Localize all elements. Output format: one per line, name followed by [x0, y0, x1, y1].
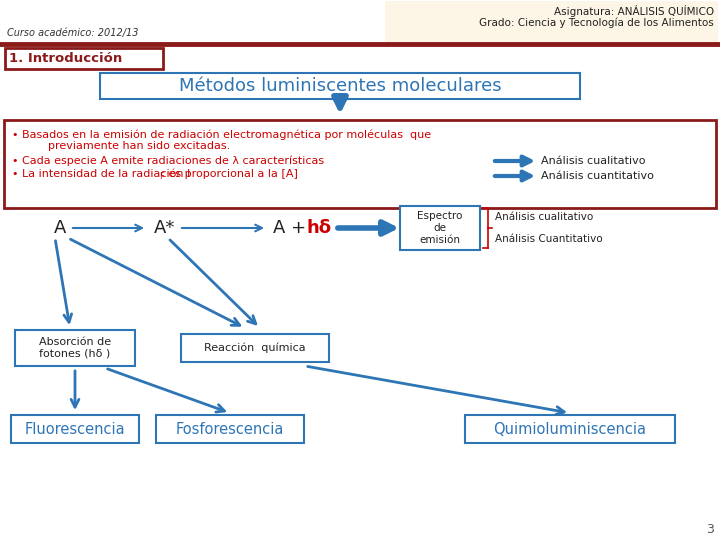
Text: Espectro
de
emisión: Espectro de emisión: [418, 211, 463, 245]
Text: hδ: hδ: [307, 219, 332, 237]
Text: • La intensidad de la radiación I: • La intensidad de la radiación I: [12, 169, 190, 179]
Text: 1. Introducción: 1. Introducción: [9, 52, 122, 65]
Text: Fosforescencia: Fosforescencia: [176, 422, 284, 436]
FancyBboxPatch shape: [15, 330, 135, 366]
FancyBboxPatch shape: [465, 415, 675, 443]
Text: es proporcional a la [A]: es proporcional a la [A]: [165, 169, 298, 179]
FancyBboxPatch shape: [4, 120, 716, 208]
Text: • Cada especie A emite radiaciones de λ características: • Cada especie A emite radiaciones de λ …: [12, 155, 324, 165]
Text: Análisis cuantitativo: Análisis cuantitativo: [541, 171, 654, 181]
Text: Análisis cualitativo: Análisis cualitativo: [541, 156, 646, 166]
FancyBboxPatch shape: [156, 415, 304, 443]
Text: • Basados en la emisión de radiación electromagnética por moléculas  que: • Basados en la emisión de radiación ele…: [12, 129, 431, 139]
Text: Curso académico: 2012/13: Curso académico: 2012/13: [7, 28, 138, 38]
Text: Métodos luminiscentes moleculares: Métodos luminiscentes moleculares: [179, 77, 501, 95]
Text: Absorción de
fotones (hδ ): Absorción de fotones (hδ ): [39, 337, 111, 359]
FancyBboxPatch shape: [100, 73, 580, 99]
Text: Reacción  química: Reacción química: [204, 343, 306, 353]
Text: previamente han sido excitadas.: previamente han sido excitadas.: [48, 141, 230, 151]
FancyBboxPatch shape: [400, 206, 480, 250]
Text: F: F: [159, 172, 164, 181]
Text: Análisis Cuantitativo: Análisis Cuantitativo: [495, 234, 603, 244]
FancyBboxPatch shape: [5, 48, 163, 69]
Text: Fluorescencia: Fluorescencia: [24, 422, 125, 436]
FancyBboxPatch shape: [11, 415, 139, 443]
Text: A: A: [54, 219, 66, 237]
Text: Grado: Ciencia y Tecnología de los Alimentos: Grado: Ciencia y Tecnología de los Alime…: [480, 18, 714, 29]
Text: Análisis cualitativo: Análisis cualitativo: [495, 212, 593, 222]
Text: A +: A +: [273, 219, 312, 237]
FancyBboxPatch shape: [181, 334, 329, 362]
Text: A*: A*: [154, 219, 176, 237]
Text: Asignatura: ANÁLISIS QUÍMICO: Asignatura: ANÁLISIS QUÍMICO: [554, 5, 714, 17]
FancyBboxPatch shape: [385, 1, 718, 43]
Text: Quimioluminiscencia: Quimioluminiscencia: [493, 422, 647, 436]
Text: 3: 3: [706, 523, 714, 536]
